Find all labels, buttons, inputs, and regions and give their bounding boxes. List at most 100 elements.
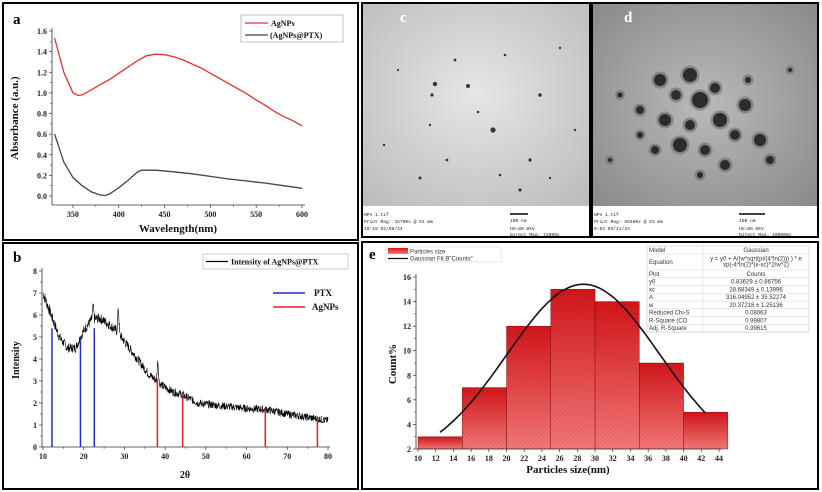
nanoparticle — [654, 74, 666, 86]
histogram-bar-hatch — [506, 326, 551, 449]
x-tick-label: 30 — [591, 454, 599, 463]
scale-label-c: 100 nm — [510, 218, 527, 224]
x-tick-label: 22 — [520, 454, 528, 463]
legend-label-particles: Particles size — [410, 250, 446, 256]
fit-table-param: R-Square (CO — [649, 318, 688, 324]
nanoparticle — [498, 173, 502, 177]
fit-table-param: w — [648, 303, 654, 309]
tem-info-c-0: NPs 1.tif — [364, 212, 389, 218]
nanoparticle — [432, 81, 438, 87]
x-tick-label: 10 — [414, 454, 422, 463]
fit-table-value: 28.68349 ± 0.13996 — [729, 287, 783, 293]
nanoparticle — [673, 138, 687, 152]
x-tick-label: 38 — [662, 454, 670, 463]
y-tick-label: 0.4 — [37, 151, 47, 160]
x-tick-label: 18 — [485, 454, 493, 463]
x-tick-label: 600 — [296, 210, 308, 219]
panel-label-c: c — [400, 10, 407, 26]
y-tick-label: 3 — [33, 377, 37, 386]
y-tick-label: 16 — [403, 273, 411, 282]
tem-info-c-2: 10:10 02/08/24 — [364, 226, 403, 232]
nanoparticle — [659, 114, 671, 126]
nanoparticle — [428, 123, 432, 127]
x-tick-label: 26 — [556, 454, 564, 463]
nanoparticle — [538, 93, 542, 97]
fit-table-param: y0 — [649, 280, 656, 286]
x-tick-label: 14 — [449, 454, 457, 463]
x-tick-label: 20 — [80, 452, 88, 461]
nanoparticle — [528, 158, 532, 162]
tem-direct-mag-d: Direct Mag: 100000x — [739, 232, 792, 238]
fit-table-value: 0.08063 — [745, 311, 767, 317]
fit-table-value: 316.04952 ± 35.52274 — [726, 295, 787, 301]
nanoparticle — [700, 145, 710, 155]
nanoparticle — [651, 146, 659, 154]
histogram-bar-hatch — [550, 289, 596, 449]
panel-a-legend: AgNPs (AgNPs@PTX) — [240, 14, 344, 43]
panel-a-xlabel: Wavelength(nm) — [139, 223, 218, 235]
x-tick-label: 12 — [432, 454, 440, 463]
panel-label-d: d — [624, 10, 633, 26]
panel-b-chart: 10 20 30 40 50 60 70 80 0 1 2 3 4 5 6 7 8 — [33, 267, 332, 461]
histogram-bar-hatch — [683, 412, 728, 449]
x-tick-label: 34 — [626, 454, 634, 463]
panel-e-frame — [361, 241, 819, 490]
x-tick-label: 400 — [113, 210, 125, 219]
tem-direct-mag-c: Direct Mag: 72000x — [510, 232, 560, 238]
nanoparticle — [745, 77, 751, 83]
panel-a-ylabel: Absorbance (a.u.) — [9, 76, 21, 160]
nanoparticle — [692, 92, 708, 108]
nanoparticle — [466, 84, 470, 88]
x-tick-label: 550 — [250, 210, 262, 219]
nanoparticle — [396, 68, 400, 72]
series-line-xrd-intensity — [43, 292, 329, 424]
nanoparticle — [713, 113, 727, 127]
nanoparticle — [766, 156, 774, 164]
legend-label-agnps-ptx: (AgNPs@PTX) — [270, 31, 323, 40]
fit-table-value: 0.99807 — [745, 318, 767, 324]
y-tick-label: 1.6 — [37, 27, 47, 36]
nanoparticle — [518, 188, 522, 192]
x-tick-label: 500 — [204, 210, 216, 219]
y-tick-label: 6 — [407, 396, 411, 405]
histogram-bar-hatch — [639, 363, 684, 449]
nanoparticle — [683, 68, 697, 82]
y-tick-label: 4 — [33, 355, 37, 364]
fit-table-param: Equation — [649, 260, 673, 266]
nanoparticle-dots-d — [605, 65, 795, 181]
legend-label-ptx: PTX — [314, 288, 333, 298]
y-tick-label: 6 — [33, 311, 37, 320]
nanoparticle — [697, 172, 703, 178]
tem-image-c — [363, 4, 589, 206]
panel-a-frame — [2, 2, 359, 241]
x-tick-label: 42 — [697, 454, 705, 463]
nanoparticle — [739, 99, 751, 111]
fit-table-value: 20.37218 ± 1.25136 — [729, 303, 783, 309]
fit-table-value: y = y0 + A/(w*sqrt(pi/(4*ln(2))) ) * e xp… — [710, 257, 802, 269]
series-line-agnps — [53, 38, 303, 127]
y-tick-label: 14 — [403, 298, 411, 307]
fit-table-param: xc — [649, 287, 655, 293]
nanoparticle — [418, 176, 422, 180]
legend-label-intensity: Intensity of AgNPs@PTX — [231, 258, 319, 267]
series-line-agnps-ptx — [53, 133, 303, 197]
y-tick-label: 0.8 — [37, 110, 47, 119]
x-tick-label: 350 — [67, 210, 79, 219]
nanoparticle — [548, 176, 552, 180]
x-tick-label: 30 — [120, 452, 128, 461]
nanoparticle — [558, 46, 562, 50]
y-tick-label: 1.2 — [37, 68, 47, 77]
nanoparticle — [382, 143, 386, 147]
x-tick-label: 20 — [503, 454, 511, 463]
legend-label-agnps: AgNPs — [271, 19, 295, 28]
tem-info-d-0: NPs 1.tif — [594, 212, 619, 218]
x-tick-label: 60 — [243, 452, 251, 461]
nanoparticle — [445, 158, 449, 162]
y-tick-label: 10 — [403, 347, 411, 356]
histogram-bar-hatch — [418, 436, 463, 449]
fit-table-param: Reduced Chi-S — [649, 311, 690, 317]
nanoparticle — [503, 53, 507, 57]
x-tick-label: 50 — [202, 452, 210, 461]
legend-swatch-particles — [388, 248, 408, 254]
x-tick-label: 10 — [39, 452, 47, 461]
